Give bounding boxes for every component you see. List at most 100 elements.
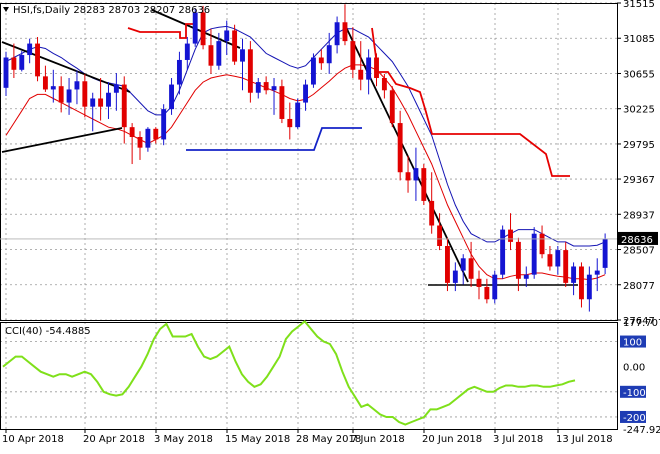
candle-body (177, 60, 182, 85)
candle (256, 78, 261, 98)
candle (382, 74, 387, 99)
candle (374, 53, 379, 86)
candle-body (382, 78, 387, 90)
candle (43, 66, 48, 92)
x-tick-label: 15 May 2018 (225, 434, 290, 445)
candle (540, 226, 545, 259)
candle-body (516, 242, 521, 279)
candle (264, 76, 269, 94)
candle (469, 242, 474, 287)
candle-body (311, 57, 316, 84)
candle-body (287, 119, 292, 127)
y-tick-label: 29367 (623, 175, 655, 186)
candle-body (161, 109, 166, 139)
cci-tick-label: -247.929 (623, 425, 660, 436)
candle-body (469, 258, 474, 278)
candle (27, 39, 32, 64)
candle (335, 17, 340, 54)
support-stepline (186, 128, 362, 150)
candle (579, 262, 584, 307)
candle-body (366, 57, 371, 79)
candle (67, 78, 72, 115)
candle (82, 74, 87, 117)
candles-layer (4, 4, 608, 311)
candle-body (122, 85, 127, 128)
candle-body (43, 76, 48, 89)
candle-body (106, 93, 111, 107)
cci-tick-label: 0.00 (623, 363, 645, 374)
candle-body (59, 86, 64, 102)
candle-body (319, 57, 324, 63)
current-price-label: 28636 (621, 235, 653, 246)
candle-body (374, 57, 379, 77)
candle (603, 233, 608, 274)
upper-band (6, 26, 605, 246)
candle-body (524, 275, 529, 279)
grid-layer (0, 3, 617, 429)
candle (508, 213, 513, 250)
candle-body (540, 234, 545, 254)
candle-body (343, 22, 348, 41)
y-tick-label: 30655 (623, 69, 655, 80)
cci-layer: CCI(40) -54.4885 (3, 321, 575, 424)
trendlines-layer (2, 10, 578, 285)
cci-tick-label: -100 (623, 388, 646, 399)
candle (114, 73, 119, 111)
x-tick-label: 20 Jun 2018 (422, 434, 482, 445)
cci-label: CCI(40) -54.4885 (5, 326, 91, 337)
candle-body (406, 172, 411, 180)
candle (421, 164, 426, 205)
y-tick-label: 31515 (623, 0, 655, 10)
candle (224, 21, 229, 55)
candle-body (130, 127, 135, 137)
candle (453, 262, 458, 291)
y-tick-label: 31085 (623, 34, 655, 45)
candle (287, 103, 292, 140)
x-tick-label: 20 Apr 2018 (83, 434, 145, 445)
candle-body (82, 81, 87, 106)
candle (413, 148, 418, 201)
cci-tick-label: 100 (623, 338, 642, 349)
candle-body (303, 85, 308, 103)
candle (311, 53, 316, 87)
candle (500, 226, 505, 279)
candle (232, 25, 237, 65)
candle (240, 39, 245, 91)
candle-body (327, 45, 332, 63)
candle (11, 44, 16, 78)
candle-body (209, 45, 214, 65)
candle-body (484, 287, 489, 299)
candle-body (492, 275, 497, 300)
candle (248, 41, 253, 102)
x-tick-label: 3 May 2018 (154, 434, 213, 445)
candle (516, 238, 521, 291)
candle-body (279, 86, 284, 119)
candle-body (169, 85, 174, 110)
candle-body (256, 82, 261, 93)
candle-body (67, 89, 72, 102)
y-tick-label: 28937 (623, 210, 655, 221)
candle (532, 227, 537, 279)
candle-body (145, 129, 150, 148)
candle (366, 49, 371, 94)
candle-body (429, 201, 434, 226)
y-tick-label: 28077 (623, 281, 655, 292)
x-tick-label: 13 Jul 2018 (556, 434, 613, 445)
candle-body (19, 55, 24, 70)
candle (492, 271, 497, 304)
candle-body (563, 250, 568, 283)
candle-body (350, 41, 355, 70)
header-arrow-icon (3, 7, 9, 12)
candle-body (153, 129, 158, 140)
candle-body (114, 85, 119, 93)
candle-body (264, 82, 269, 90)
candle (4, 52, 9, 96)
candle (571, 262, 576, 295)
candle (153, 127, 158, 143)
cci-tick-label: 177.7073 (623, 318, 660, 329)
candle-body (461, 258, 466, 270)
candle (484, 279, 489, 304)
candle (445, 238, 450, 291)
y-tick-label: 28507 (623, 246, 655, 257)
